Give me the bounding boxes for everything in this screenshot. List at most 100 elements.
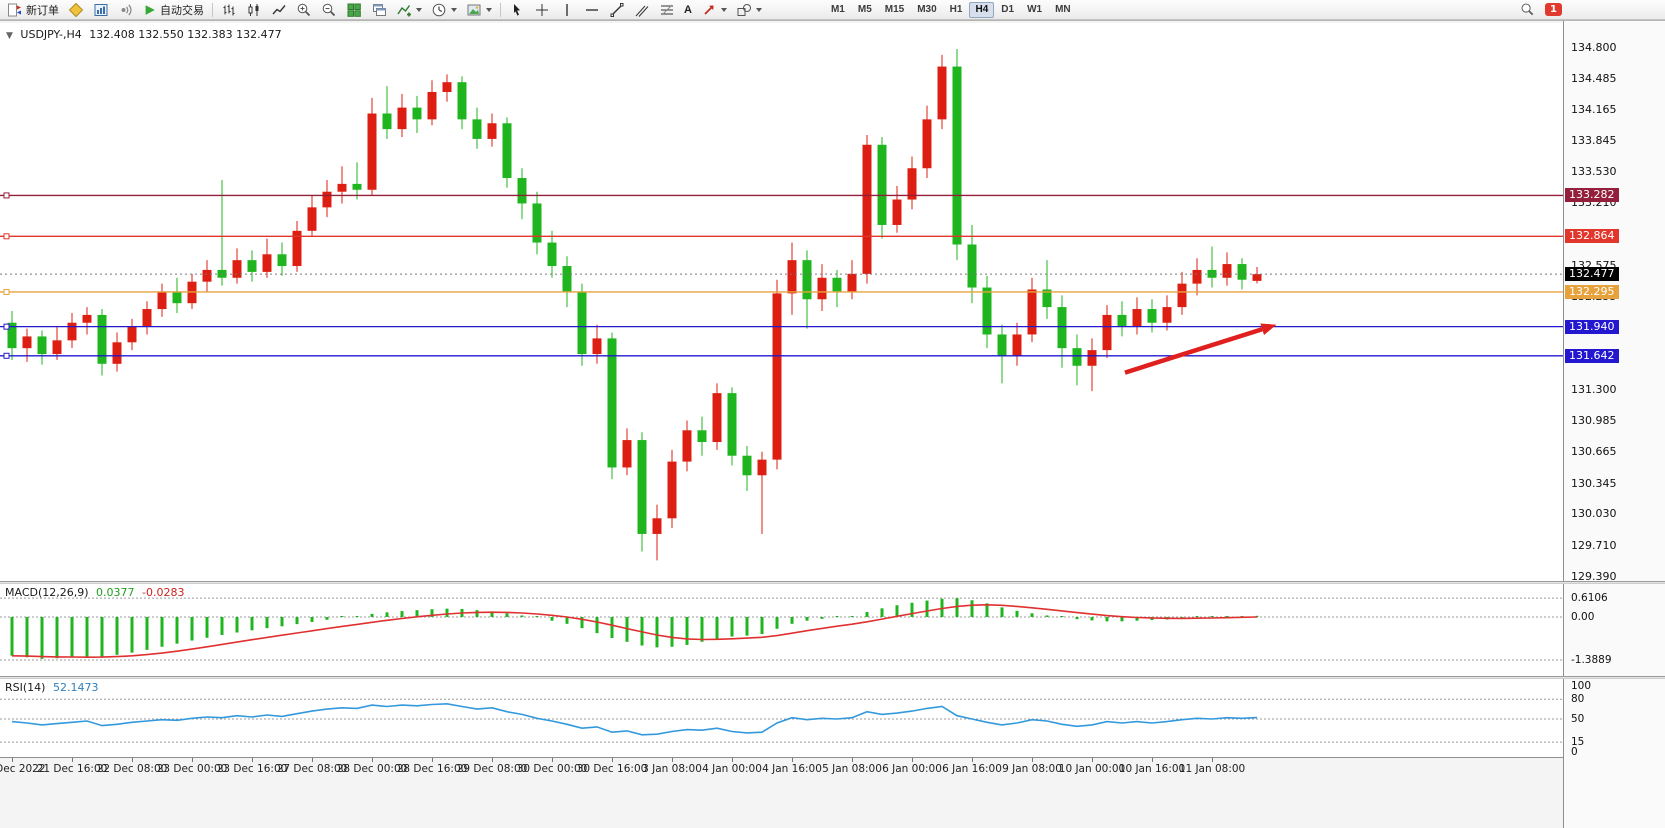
hline-132.864[interactable] xyxy=(0,233,1563,240)
price-tick: 131.300 xyxy=(1571,383,1617,397)
timeframe-toolbar: M1 M5 M15 M30 H1 H4 D1 W1 MN xyxy=(825,1,1077,18)
price-tick: 129.390 xyxy=(1571,569,1617,583)
timeframe-button-MN[interactable]: MN xyxy=(1049,2,1077,18)
new-order-icon xyxy=(8,3,21,16)
timeframe-button-M1[interactable]: M1 xyxy=(825,2,851,18)
autotrading-play-icon xyxy=(145,4,155,15)
time-tick xyxy=(612,758,613,762)
time-tick xyxy=(1092,758,1093,762)
main-toolbar: 新订单 自动交易 xyxy=(0,0,1665,20)
rsi-scale-label: 15 xyxy=(1571,736,1585,749)
timeframe-button-M15[interactable]: M15 xyxy=(879,2,910,18)
rsi-scale-label: 0 xyxy=(1571,746,1578,758)
timeframe-button-D1[interactable]: D1 xyxy=(995,2,1020,18)
panel-splitter-rsi[interactable] xyxy=(0,676,1665,679)
cursor-icon xyxy=(514,3,520,16)
cursor-tool-button[interactable] xyxy=(505,1,529,19)
price-tick: 134.485 xyxy=(1571,71,1617,85)
metaeditor-button[interactable] xyxy=(64,1,88,19)
bar-chart-type-button[interactable] xyxy=(217,1,241,19)
time-tick xyxy=(132,758,133,762)
text-tool-button[interactable]: A xyxy=(680,1,696,19)
zoom-in-button[interactable] xyxy=(292,1,316,19)
macd-scale-label: -1.3889 xyxy=(1571,654,1612,667)
panel-splitter-macd[interactable] xyxy=(0,581,1665,584)
candlestick-type-button[interactable] xyxy=(242,1,266,19)
ohlc-values: 132.408 132.550 132.383 132.477 xyxy=(89,28,282,41)
template-image-icon xyxy=(467,4,481,15)
timeframe-button-M30[interactable]: M30 xyxy=(911,2,942,18)
vertical-line-tool-button[interactable] xyxy=(555,1,579,19)
hline-132.295[interactable] xyxy=(0,288,1563,295)
time-tick xyxy=(432,758,433,762)
indicators-button[interactable] xyxy=(392,1,426,19)
time-label: 3 Jan 08:00 xyxy=(642,763,702,775)
macd-pane-canvas[interactable] xyxy=(0,584,1563,676)
line-chart-type-button[interactable] xyxy=(267,1,291,19)
ocd-collapse-icon[interactable]: ▼ xyxy=(6,31,13,41)
annotation-arrow[interactable] xyxy=(1124,323,1277,375)
price-marker-133.282: 133.282 xyxy=(1565,188,1619,203)
horizontal-line-icon xyxy=(586,8,598,11)
macd-scale-label: 0.6106 xyxy=(1571,592,1608,605)
indicators-icon xyxy=(397,4,411,16)
time-label: 27 Dec 08:00 xyxy=(276,763,348,775)
shapes-tool-button[interactable] xyxy=(732,1,766,19)
hline-131.642[interactable] xyxy=(0,352,1563,359)
zoom-out-button[interactable] xyxy=(317,1,341,19)
ohlc-bars-icon xyxy=(223,4,235,15)
cascade-windows-button[interactable] xyxy=(367,1,391,19)
signals-button[interactable] xyxy=(114,1,138,19)
main-chart-canvas[interactable] xyxy=(0,23,1563,581)
zoom-out-icon xyxy=(322,3,336,16)
new-chart-button[interactable] xyxy=(89,1,113,19)
time-label: 29 Dec 08:00 xyxy=(456,763,528,775)
timeframe-button-W1[interactable]: W1 xyxy=(1021,2,1048,18)
horizontal-line-tool-button[interactable] xyxy=(580,1,604,19)
arrows-tool-button[interactable] xyxy=(697,1,731,19)
notification-badge[interactable]: 1 xyxy=(1545,3,1562,16)
price-axis[interactable]: 134.800 134.485 134.165 133.845 133.530 133.2… xyxy=(1563,21,1665,828)
chart-window: ▼ USDJPY-,H4 132.408 132.550 132.383 132… xyxy=(0,20,1665,828)
search-button[interactable] xyxy=(1516,1,1539,19)
price-marker-132.477: 132.477 xyxy=(1565,267,1619,282)
time-tick xyxy=(972,758,973,762)
text-tool-icon: A xyxy=(684,3,692,16)
time-tick xyxy=(852,758,853,762)
timeframe-button-M5[interactable]: M5 xyxy=(852,2,878,18)
rsi-scale-label: 50 xyxy=(1571,713,1585,725)
clock-icon xyxy=(432,3,446,16)
price-tick: 130.345 xyxy=(1571,476,1617,490)
periods-button[interactable] xyxy=(427,1,461,19)
tile-windows-button[interactable] xyxy=(342,1,366,19)
new-order-button[interactable]: 新订单 xyxy=(3,1,63,19)
macd-header: MACD(12,26,9) 0.0377 -0.0283 xyxy=(5,586,189,599)
autotrading-button[interactable]: 自动交易 xyxy=(139,1,208,19)
toolbar-separator xyxy=(500,2,501,17)
crosshair-tool-button[interactable] xyxy=(530,1,554,19)
time-label: 21 Dec 16:00 xyxy=(36,763,108,775)
time-tick xyxy=(1152,758,1153,762)
time-label: 6 Jan 00:00 xyxy=(882,763,942,775)
timeframe-button-H4[interactable]: H4 xyxy=(969,1,995,18)
time-tick xyxy=(372,758,373,762)
time-label: 10 Jan 16:00 xyxy=(1118,763,1186,775)
time-tick xyxy=(732,758,733,762)
tile-windows-icon xyxy=(347,3,361,17)
trendline-tool-button[interactable] xyxy=(605,1,629,19)
timeframe-button-H1[interactable]: H1 xyxy=(944,2,969,18)
hline-133.282[interactable] xyxy=(0,192,1563,199)
templates-button[interactable] xyxy=(462,1,496,19)
fibonacci-tool-button[interactable] xyxy=(655,1,679,19)
time-label: 22 Dec 08:00 xyxy=(96,763,168,775)
new-order-label: 新订单 xyxy=(26,4,59,17)
price-tick: 130.665 xyxy=(1571,445,1617,459)
rsi-pane-canvas[interactable] xyxy=(0,679,1563,757)
shapes-icon xyxy=(737,3,751,16)
channel-tool-button[interactable] xyxy=(630,1,654,19)
time-label: 30 Dec 16:00 xyxy=(576,763,648,775)
hline-131.940[interactable] xyxy=(0,323,1563,330)
time-label: 11 Jan 08:00 xyxy=(1178,763,1246,775)
trendline-icon xyxy=(610,2,624,17)
